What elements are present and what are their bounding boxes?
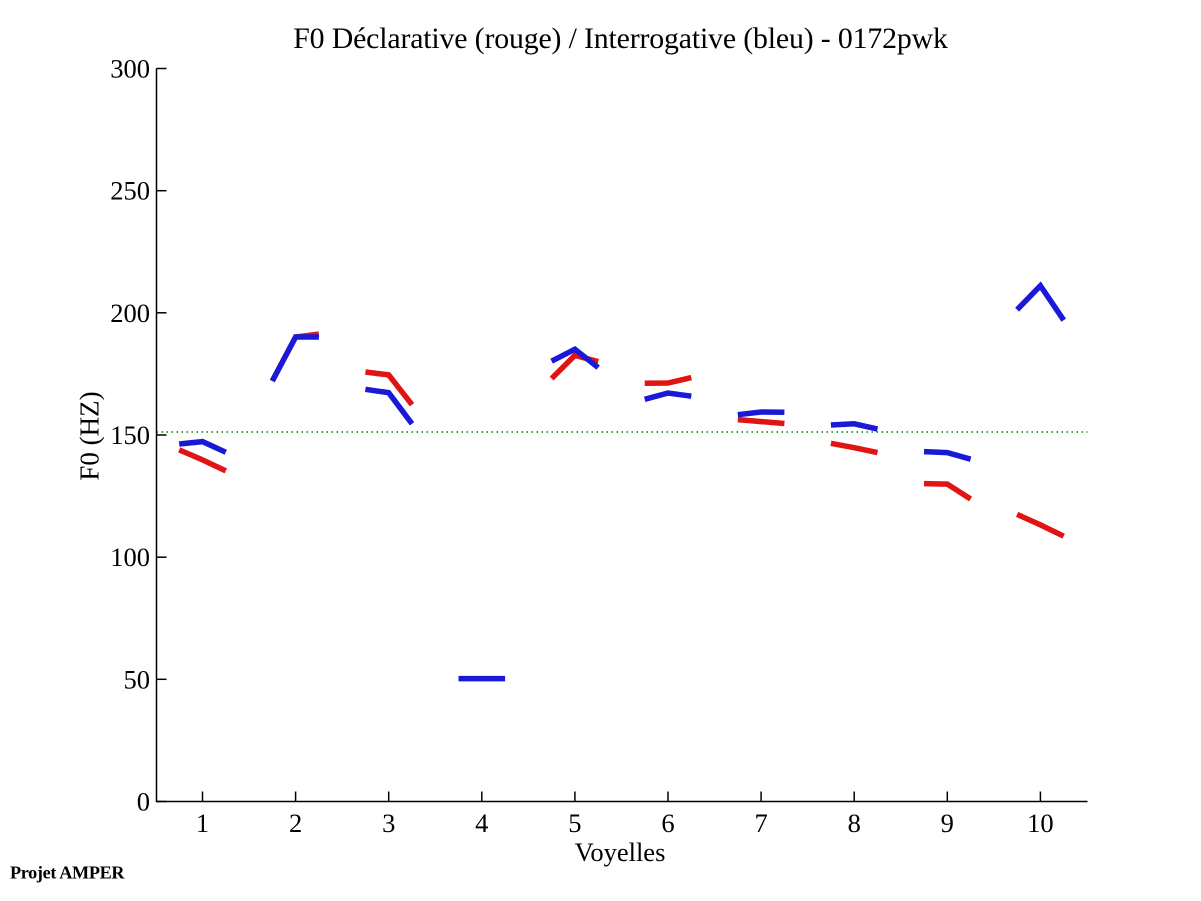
svg-text:0: 0	[137, 787, 150, 817]
svg-text:8: 8	[848, 808, 861, 838]
svg-text:7: 7	[754, 808, 767, 838]
svg-text:9: 9	[941, 808, 954, 838]
svg-text:200: 200	[110, 298, 150, 328]
svg-text:F0 Déclarative (rouge) / Inter: F0 Déclarative (rouge) / Interrogative (…	[293, 22, 948, 55]
svg-text:1: 1	[196, 808, 209, 838]
svg-text:300: 300	[110, 54, 150, 84]
svg-text:10: 10	[1027, 808, 1054, 838]
svg-text:Projet AMPER: Projet AMPER	[10, 862, 125, 882]
svg-text:150: 150	[110, 420, 150, 450]
svg-text:250: 250	[110, 176, 150, 206]
svg-text:Voyelles: Voyelles	[575, 837, 666, 867]
svg-text:50: 50	[124, 664, 151, 694]
svg-text:6: 6	[661, 808, 674, 838]
svg-text:100: 100	[110, 542, 150, 572]
svg-text:F0 (HZ): F0 (HZ)	[75, 391, 105, 480]
svg-text:4: 4	[475, 808, 488, 838]
svg-text:2: 2	[289, 808, 302, 838]
svg-text:5: 5	[568, 808, 581, 838]
svg-text:3: 3	[382, 808, 395, 838]
